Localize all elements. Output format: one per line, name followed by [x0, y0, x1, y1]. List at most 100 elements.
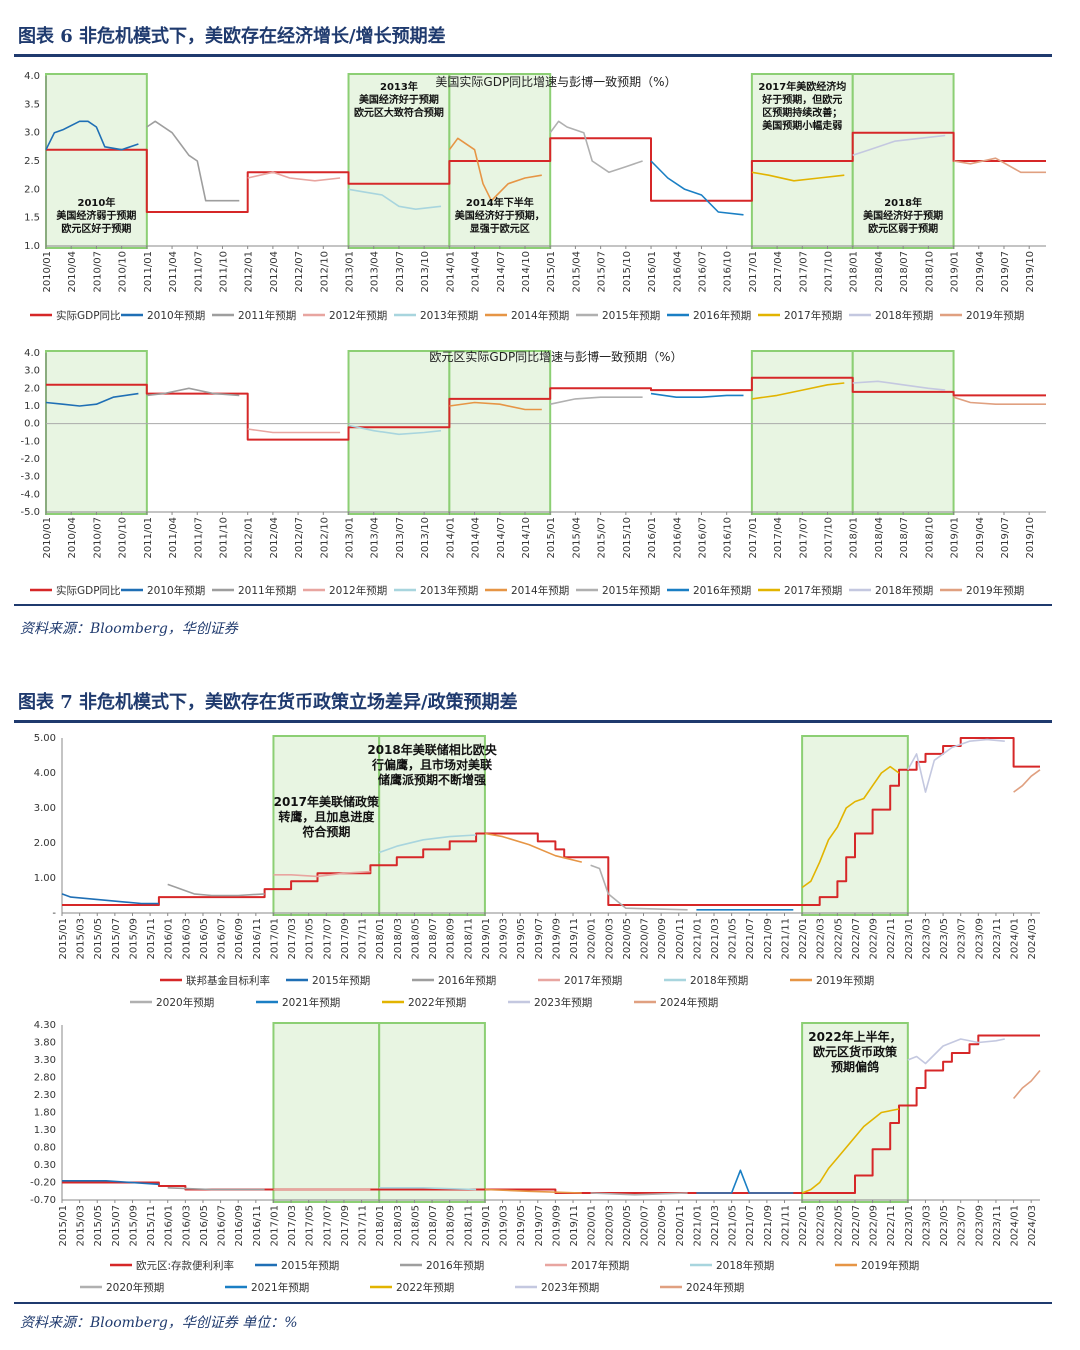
annotation-line: 欧元区好于预期 [61, 222, 131, 235]
x-tick-label: 2013/10 [420, 517, 431, 559]
series-line [549, 120, 643, 174]
figure-6-title: 图表 6 非危机模式下，美欧存在经济增长/增长预期差 [18, 26, 446, 47]
x-tick-label: 2021/05 [728, 1205, 739, 1247]
x-tick-label: 2019/09 [551, 1205, 562, 1247]
x-tick-label: 2022/05 [833, 918, 844, 960]
x-tick-label: 2016/07 [217, 918, 228, 960]
x-tick-label: 2017/07 [322, 918, 333, 960]
annotation-line: 转鹰，且加息进度 [278, 809, 375, 824]
x-tick-label: 2023/07 [957, 1205, 968, 1247]
x-tick-label: 2012/10 [319, 517, 330, 559]
series-line [348, 424, 442, 436]
x-tick-label: 2016/10 [723, 251, 734, 293]
series-line [146, 120, 240, 202]
x-tick-label: 2015/01 [546, 251, 557, 293]
annotation-line: 欧元区弱于预期 [868, 222, 938, 235]
y-tick-label: 1.80 [34, 1108, 56, 1119]
annotation-line: 好于预期，但欧元 [761, 93, 842, 106]
annotation-line: 储鹰派预期不断增强 [378, 772, 486, 787]
x-tick-label: 2018/07 [428, 1205, 439, 1247]
figure-6-bottom-rule [14, 604, 1052, 606]
x-tick-label: 2020/07 [640, 1205, 651, 1247]
x-tick-label: 2017/07 [322, 1205, 333, 1247]
series-line [379, 1187, 477, 1191]
x-tick-label: 2020/07 [640, 918, 651, 960]
x-tick-label: 2018/11 [463, 918, 474, 960]
x-tick-label: 2019/11 [569, 1205, 580, 1247]
series-line [167, 1187, 265, 1191]
x-tick-label: 2013/10 [420, 251, 431, 293]
x-tick-label: 2011/01 [143, 517, 154, 559]
legend-label: 2019年预期 [861, 1259, 919, 1272]
x-tick-label: 2022/09 [869, 1205, 880, 1247]
x-tick-label: 2013/07 [395, 517, 406, 559]
x-tick-label: 2016/03 [181, 1205, 192, 1247]
x-tick-label: 2020/05 [622, 918, 633, 960]
y-tick-label: 5.00 [34, 733, 56, 744]
legend-label: 2019年预期 [966, 584, 1024, 597]
annotation-line: 2013年 [380, 80, 418, 93]
x-tick-label: 2014/07 [496, 517, 507, 559]
y-tick-label: 1.00 [34, 873, 56, 884]
x-tick-label: 2020/11 [675, 1205, 686, 1247]
legend-label: 2018年预期 [690, 974, 748, 987]
x-tick-label: 2017/03 [287, 918, 298, 960]
x-tick-label: 2023/11 [992, 1205, 1003, 1247]
x-tick-label: 2012/07 [294, 517, 305, 559]
x-tick-label: 2019/01 [950, 251, 961, 293]
x-tick-label: 2018/07 [899, 251, 910, 293]
legend-label: 2018年预期 [875, 309, 933, 322]
annotation-line: 行偏鹰，且市场对美联 [371, 757, 492, 772]
x-tick-label: 2015/01 [58, 1205, 69, 1247]
series-line [852, 380, 946, 391]
x-tick-label: 2019/03 [499, 918, 510, 960]
highlight-annotation: 2017年美欧经济均好于预期，但欧元区预期持续改善；美国预期小幅走弱 [758, 80, 846, 132]
series-line [696, 1169, 794, 1194]
x-tick-label: 2013/04 [370, 251, 381, 293]
x-tick-label: 2013/01 [345, 251, 356, 293]
x-tick-label: 2023/09 [974, 1205, 985, 1247]
x-tick-label: 2022/01 [798, 918, 809, 960]
x-tick-label: 2019/01 [481, 1205, 492, 1247]
y-tick-label: -0.20 [30, 1178, 56, 1189]
x-tick-label: 2017/01 [748, 251, 759, 293]
x-tick-label: 2017/04 [773, 251, 784, 293]
x-tick-label: 2021/07 [745, 918, 756, 960]
x-tick-label: 2011/10 [218, 517, 229, 559]
x-tick-label: 2018/03 [393, 1205, 404, 1247]
series-line [907, 1038, 1005, 1065]
x-tick-label: 2018/01 [375, 918, 386, 960]
x-tick-label: 2017/05 [305, 918, 316, 960]
series-line [449, 401, 542, 411]
x-tick-label: 2018/05 [410, 1205, 421, 1247]
x-tick-label: 2017/04 [773, 517, 784, 559]
x-tick-label: 2023/03 [921, 1205, 932, 1247]
annotation-line: 2017年美欧经济均 [758, 80, 846, 93]
x-tick-label: 2024/03 [1027, 918, 1038, 960]
annotation-line: 2018年美联储相比欧央 [367, 742, 497, 757]
legend-label: 2018年预期 [716, 1259, 774, 1272]
y-tick-label: 0.30 [34, 1160, 56, 1171]
x-tick-label: 2019/11 [569, 918, 580, 960]
y-tick-label: 2.0 [24, 184, 40, 195]
legend-label: 实际GDP同比 [56, 309, 121, 322]
legend-label: 2016年预期 [693, 584, 751, 597]
x-tick-label: 2018/09 [446, 1205, 457, 1247]
highlight-annotation: 2014年下半年美国经济好于预期，显强于欧元区 [455, 196, 545, 235]
series-line [590, 864, 688, 911]
x-tick-label: 2011/04 [168, 517, 179, 559]
x-tick-label: 2019/05 [516, 1205, 527, 1247]
x-tick-label: 2017/03 [287, 1205, 298, 1247]
series-line [61, 893, 159, 905]
x-tick-label: 2019/10 [1025, 517, 1036, 559]
x-tick-label: 2012/04 [269, 251, 280, 293]
x-tick-label: 2019/10 [1025, 251, 1036, 293]
highlight-box [448, 350, 552, 515]
x-tick-label: 2017/01 [748, 517, 759, 559]
x-tick-label: 2022/11 [886, 1205, 897, 1247]
highlight-box [378, 1022, 486, 1203]
y-tick-label: 4.0 [24, 71, 40, 82]
series-line [46, 131, 1046, 213]
x-tick-label: 2016/04 [672, 517, 683, 559]
figure-7-rule [14, 720, 1052, 723]
